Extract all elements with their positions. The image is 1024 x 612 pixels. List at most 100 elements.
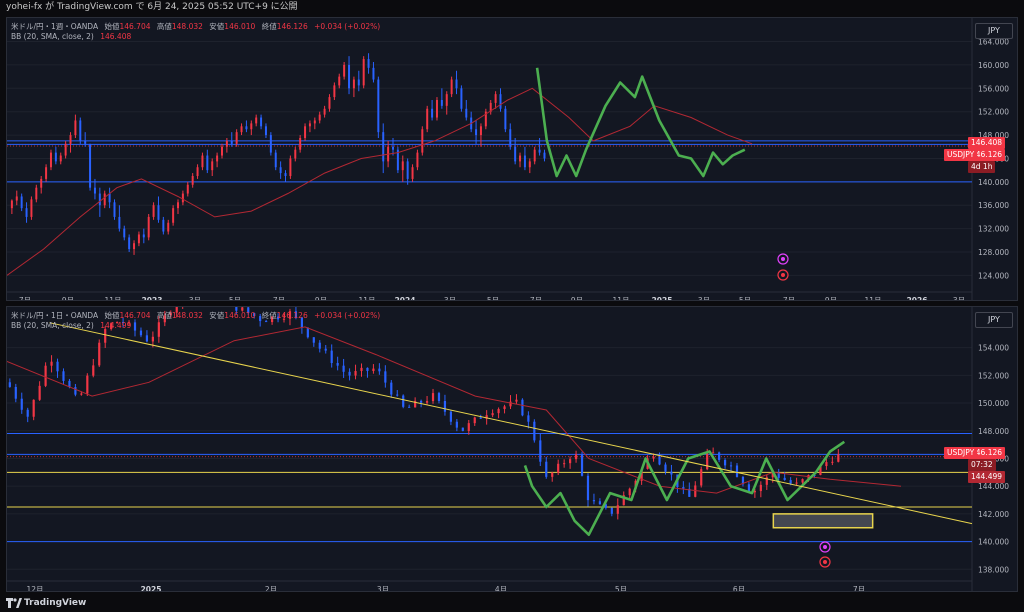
candle-body: [533, 149, 536, 162]
x-tick-label: 5月: [229, 296, 241, 300]
candle-body: [118, 216, 121, 229]
daily-low-label: 安値: [209, 311, 225, 320]
candle-body: [402, 395, 405, 407]
candle-body: [172, 208, 175, 223]
candle-body: [706, 452, 709, 470]
x-tick-label: 3月: [189, 296, 201, 300]
candle-body: [408, 406, 411, 408]
candle-body: [79, 120, 82, 141]
candle-body: [216, 155, 219, 162]
daily-legend: 米ドル/円・1日・OANDA 始値146.704 高値148.032 安値146…: [11, 311, 380, 321]
candle-body: [382, 132, 385, 162]
x-tick-label: 7月: [273, 296, 285, 300]
candle-body: [694, 485, 697, 497]
y-tick-label: 144.000: [978, 482, 1009, 491]
footer-bar: TradingView: [0, 594, 1024, 612]
x-tick-label: 11月: [864, 296, 881, 300]
candle-body: [819, 466, 822, 476]
y-tick-label: 138.000: [978, 565, 1009, 574]
candle-body: [265, 321, 268, 323]
candle-body: [312, 337, 315, 343]
candle-body: [284, 173, 287, 176]
candle-body: [247, 307, 250, 314]
candle-body: [50, 361, 53, 366]
y-tick-label: 140.000: [978, 178, 1009, 187]
candle-body: [235, 132, 238, 144]
candle-body: [538, 149, 541, 153]
candle-body: [201, 155, 204, 168]
candle-body: [392, 146, 394, 150]
candle-body: [455, 79, 458, 89]
candle-body: [26, 409, 29, 417]
candle-body: [521, 399, 524, 416]
candle-body: [113, 202, 116, 217]
candle-body: [40, 178, 43, 188]
weekly-chart-panel[interactable]: 164.000160.000156.000152.000148.000144.0…: [6, 17, 1018, 301]
x-tick-label: 9月: [62, 296, 74, 300]
weekly-chart-canvas[interactable]: 164.000160.000156.000152.000148.000144.0…: [7, 18, 1017, 300]
candle-body: [308, 123, 311, 127]
candle-body: [735, 465, 739, 477]
daily-symbol-tag: USDJPY: [944, 447, 978, 459]
candle-body: [191, 176, 194, 185]
candle-body: [426, 108, 429, 130]
daily-chart-panel[interactable]: 154.000152.000150.000148.000146.000144.0…: [6, 306, 1018, 592]
candle-body: [514, 146, 517, 162]
weekly-low-value: 146.010: [224, 22, 256, 31]
candle-body: [175, 307, 178, 313]
x-tick-label: 3月: [377, 585, 389, 591]
candle-body: [245, 126, 248, 130]
candle-body: [69, 135, 72, 144]
candle-body: [220, 146, 223, 156]
candle-body: [414, 400, 417, 408]
candle-body: [484, 111, 487, 127]
weekly-currency-button[interactable]: JPY: [975, 23, 1013, 39]
daily-currency-button[interactable]: JPY: [975, 312, 1013, 328]
candle-body: [390, 382, 393, 395]
daily-chart-canvas[interactable]: 154.000152.000150.000148.000146.000144.0…: [7, 307, 1017, 591]
candle-body: [499, 94, 502, 109]
yellow-trendline: [49, 322, 973, 525]
candle-body: [133, 243, 136, 250]
candle-body: [421, 129, 424, 153]
candle-body: [837, 454, 840, 462]
candle-body: [551, 472, 554, 477]
candle-body: [628, 488, 631, 496]
y-tick-label: 132.000: [978, 225, 1009, 234]
daily-bb-legend: BB (20, SMA, close, 2) 144.499: [11, 321, 131, 331]
candle-body: [84, 140, 87, 144]
candle-body: [230, 140, 233, 144]
candle-body: [741, 476, 745, 485]
daily-change: +0.034 (+0.02%): [314, 311, 381, 320]
candle-body: [260, 117, 263, 127]
candle-body: [255, 117, 258, 124]
weekly-open-value: 146.704: [119, 22, 151, 31]
candle-body: [274, 152, 277, 168]
candle-body: [147, 216, 150, 238]
x-tick-label: 11月: [358, 296, 375, 300]
candle-body: [177, 202, 180, 209]
daily-low-value: 146.010: [224, 311, 256, 320]
candle-body: [598, 501, 602, 505]
candle-body: [74, 120, 77, 136]
daily-open-value: 146.704: [119, 311, 151, 320]
candle-body: [269, 135, 272, 153]
candle-body: [157, 322, 160, 337]
candle-body: [116, 322, 119, 324]
y-tick-label: 152.000: [978, 108, 1009, 117]
weekly-close-value: 146.126: [276, 22, 308, 31]
candle-body: [181, 193, 184, 203]
candle-body: [276, 316, 280, 320]
candle-body: [294, 149, 297, 159]
candle-body: [411, 167, 414, 179]
daily-bb-price-tag: 144.499: [968, 471, 1006, 483]
candle-body: [604, 504, 607, 508]
candle-body: [250, 123, 253, 130]
candle-body: [80, 393, 83, 395]
y-tick-label: 128.000: [978, 248, 1009, 257]
x-tick-label: 5月: [615, 585, 627, 591]
weekly-bb-legend: BB (20, SMA, close, 2) 146.408: [11, 32, 131, 42]
weekly-change: +0.034 (+0.02%): [314, 22, 381, 31]
weekly-bb-label: BB (20, SMA, close, 2): [11, 32, 94, 41]
candle-body: [467, 423, 470, 431]
